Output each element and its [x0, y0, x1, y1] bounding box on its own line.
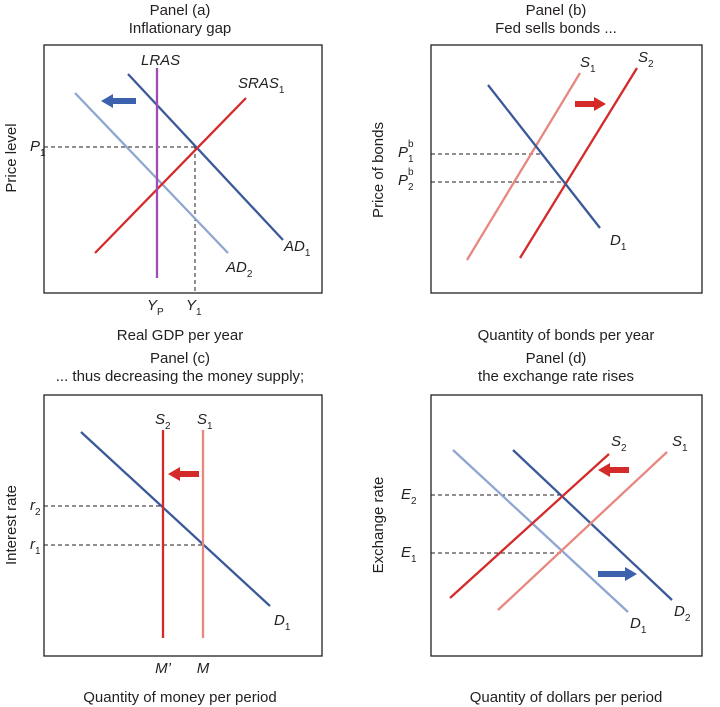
panel-b-title: Panel (b): [526, 2, 587, 19]
panel-b-frame: [430, 44, 703, 294]
panel-b-y-axis-label: Price of bonds: [370, 122, 387, 218]
panel-a-x-axis-label: Real GDP per year: [117, 327, 243, 344]
panel-b: Panel (b) Fed sells bonds ... S1 S2 D1 P…: [370, 2, 703, 344]
p1-label: P1: [30, 138, 46, 159]
m-prime-label: M’: [155, 660, 171, 677]
d1-curve: [487, 84, 601, 229]
d1-curve: [452, 449, 629, 613]
panel-d-y-axis-label: Exchange rate: [370, 477, 387, 574]
m-label: M: [197, 660, 210, 677]
d1-label: D1: [274, 612, 291, 633]
ad1-curve: [127, 73, 284, 241]
r2-label: r2: [30, 497, 41, 518]
yp-label: YP: [147, 297, 164, 318]
d1-label: D1: [610, 232, 627, 253]
panel-c-title: Panel (c): [150, 350, 210, 367]
s1-label: S1: [580, 54, 596, 75]
d2-label: D2: [674, 603, 691, 624]
panel-a-frame: [43, 44, 323, 294]
panel-d-frame: [430, 394, 703, 657]
panel-d-title: Panel (d): [526, 350, 587, 367]
sras1-curve: [94, 97, 247, 254]
money-demand-curve: [80, 431, 271, 607]
panel-c-x-axis-label: Quantity of money per period: [83, 689, 276, 706]
left-arrow-icon: [168, 467, 199, 481]
panel-a-subtitle: Inflationary gap: [129, 20, 232, 37]
left-arrow-icon: [598, 463, 629, 477]
s1-curve: [497, 451, 668, 611]
right-arrow-icon: [575, 97, 606, 111]
d1-label: D1: [630, 615, 647, 636]
panel-d-x-axis-label: Quantity of dollars per period: [470, 689, 663, 706]
s1-label: S1: [672, 433, 688, 454]
panel-c-subtitle: ... thus decreasing the money supply;: [56, 368, 304, 385]
lras-label: LRAS: [141, 52, 180, 69]
left-arrow-icon: [101, 94, 136, 108]
ad2-curve: [74, 92, 229, 254]
panel-a-y-axis-label: Price level: [3, 123, 20, 192]
ad1-label: AD1: [283, 238, 311, 259]
p1b-label: Pb 1: [398, 139, 414, 165]
s1-curve: [466, 72, 581, 261]
e2-label: E2: [401, 486, 417, 507]
panel-c-y-axis-label: Interest rate: [3, 485, 20, 565]
ad2-label: AD2: [225, 259, 253, 280]
sras1-label: SRAS1: [238, 75, 285, 96]
panel-a: Panel (a) Inflationary gap LRAS SRAS1 AD…: [3, 2, 323, 344]
s2-label: S2: [611, 433, 627, 454]
panel-c: Panel (c) ... thus decreasing the money …: [3, 350, 323, 706]
panel-d: Panel (d) the exchange rate rises S2 S1 …: [370, 350, 703, 706]
s1-label: S1: [197, 411, 213, 432]
s2-label: S2: [155, 411, 171, 432]
panel-a-title: Panel (a): [150, 2, 211, 19]
panel-b-subtitle: Fed sells bonds ...: [495, 20, 617, 37]
s2-curve: [519, 67, 638, 259]
panel-b-x-axis-label: Quantity of bonds per year: [478, 327, 655, 344]
s2-label: S2: [638, 49, 654, 70]
d2-curve: [512, 449, 673, 601]
r1-label: r1: [30, 536, 41, 557]
s2-curve: [449, 453, 610, 599]
right-arrow-icon: [598, 567, 637, 581]
e1-label: E1: [401, 544, 417, 565]
panel-d-subtitle: the exchange rate rises: [478, 368, 634, 385]
y1-label: Y1: [186, 297, 202, 318]
p2b-label: Pb 2: [398, 167, 414, 193]
